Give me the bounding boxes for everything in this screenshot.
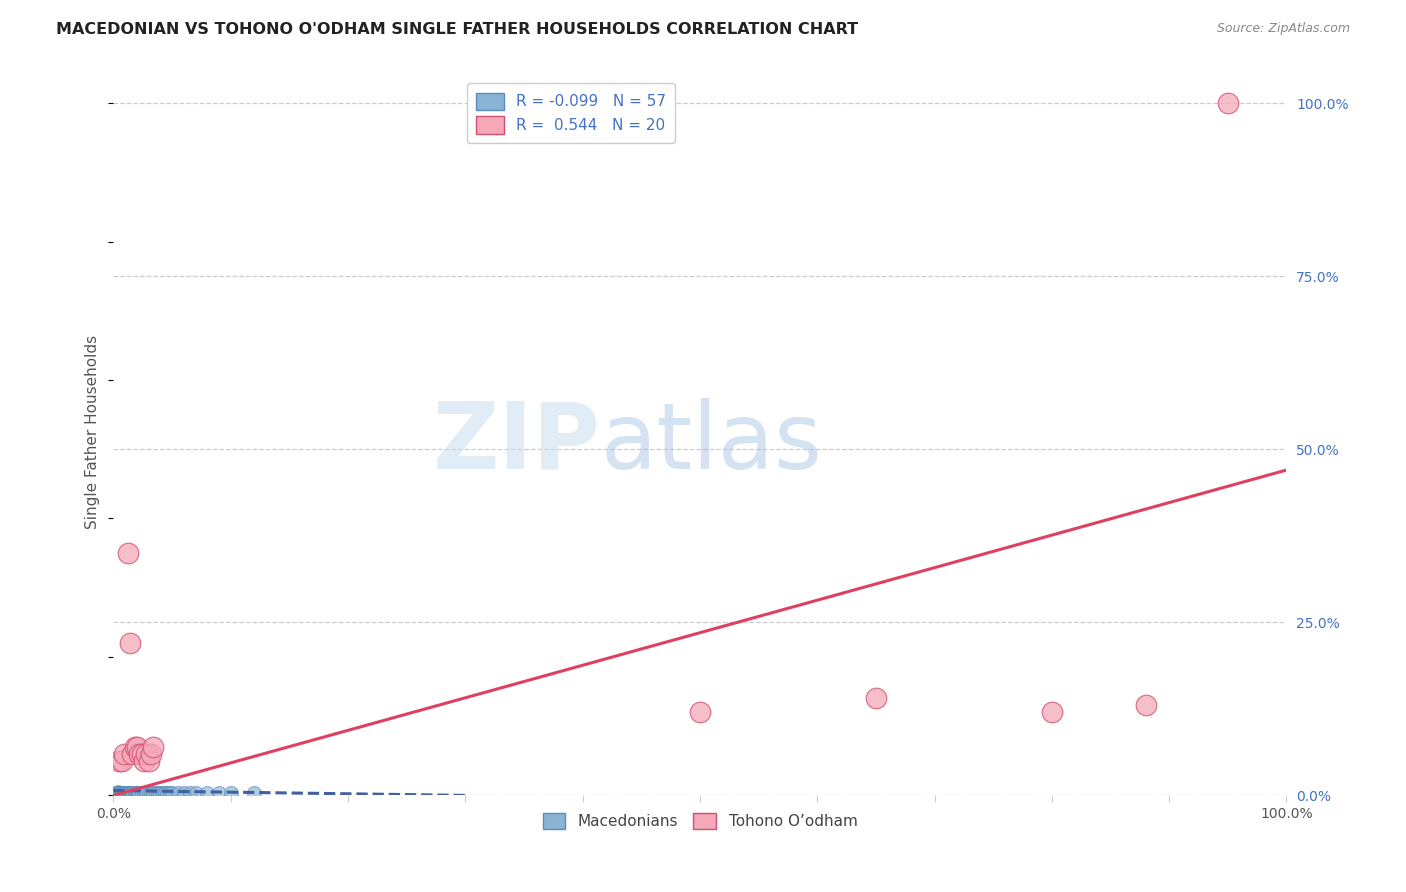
Point	[173, 786, 195, 800]
Point	[104, 786, 127, 800]
Point	[118, 636, 141, 650]
Point	[124, 786, 146, 800]
Point	[107, 785, 129, 799]
Point	[1135, 698, 1157, 713]
Point	[153, 786, 176, 800]
Point	[152, 786, 174, 800]
Point	[131, 747, 153, 761]
Point	[117, 546, 139, 560]
Point	[160, 786, 183, 800]
Point	[105, 787, 128, 801]
Point	[131, 786, 153, 800]
Point	[108, 786, 131, 800]
Point	[121, 747, 143, 761]
Point	[108, 754, 131, 768]
Point	[110, 786, 132, 800]
Point	[156, 786, 179, 800]
Point	[111, 754, 134, 768]
Point	[114, 786, 136, 800]
Legend: Macedonians, Tohono O’odham: Macedonians, Tohono O’odham	[537, 806, 863, 835]
Point	[1040, 706, 1063, 720]
Y-axis label: Single Father Households: Single Father Households	[86, 334, 100, 529]
Point	[115, 786, 138, 800]
Point	[865, 691, 887, 706]
Point	[111, 786, 134, 800]
Point	[120, 786, 142, 800]
Point	[121, 786, 143, 800]
Point	[167, 786, 190, 800]
Point	[132, 754, 155, 768]
Point	[122, 786, 145, 800]
Point	[125, 786, 148, 800]
Point	[107, 786, 129, 800]
Point	[112, 747, 135, 761]
Point	[689, 706, 711, 720]
Text: atlas: atlas	[600, 398, 823, 488]
Point	[111, 786, 134, 800]
Point	[108, 786, 131, 800]
Point	[138, 787, 160, 801]
Point	[114, 786, 136, 800]
Point	[1216, 96, 1239, 111]
Point	[110, 786, 132, 800]
Point	[125, 739, 148, 754]
Point	[195, 786, 218, 800]
Point	[127, 786, 149, 800]
Point	[115, 786, 138, 800]
Point	[243, 786, 266, 800]
Text: ZIP: ZIP	[433, 398, 600, 488]
Text: Source: ZipAtlas.com: Source: ZipAtlas.com	[1216, 22, 1350, 36]
Point	[125, 786, 148, 800]
Point	[142, 739, 165, 754]
Point	[120, 787, 142, 801]
Point	[139, 747, 162, 761]
Point	[124, 739, 146, 754]
Point	[132, 786, 155, 800]
Point	[112, 786, 135, 800]
Point	[142, 786, 165, 800]
Point	[117, 787, 139, 801]
Point	[179, 786, 201, 800]
Text: MACEDONIAN VS TOHONO O'ODHAM SINGLE FATHER HOUSEHOLDS CORRELATION CHART: MACEDONIAN VS TOHONO O'ODHAM SINGLE FATH…	[56, 22, 859, 37]
Point	[146, 786, 169, 800]
Point	[111, 786, 134, 800]
Point	[128, 786, 150, 800]
Point	[118, 786, 141, 800]
Point	[184, 786, 207, 800]
Point	[108, 787, 131, 801]
Point	[117, 786, 139, 800]
Point	[105, 786, 128, 800]
Point	[138, 754, 160, 768]
Point	[159, 786, 181, 800]
Point	[118, 786, 141, 800]
Point	[111, 786, 134, 800]
Point	[128, 747, 150, 761]
Point	[149, 786, 172, 800]
Point	[135, 747, 157, 761]
Point	[208, 786, 231, 800]
Point	[118, 786, 141, 800]
Point	[145, 786, 167, 800]
Point	[219, 786, 242, 800]
Point	[112, 787, 135, 801]
Point	[139, 786, 162, 800]
Point	[135, 786, 157, 800]
Point	[111, 787, 134, 801]
